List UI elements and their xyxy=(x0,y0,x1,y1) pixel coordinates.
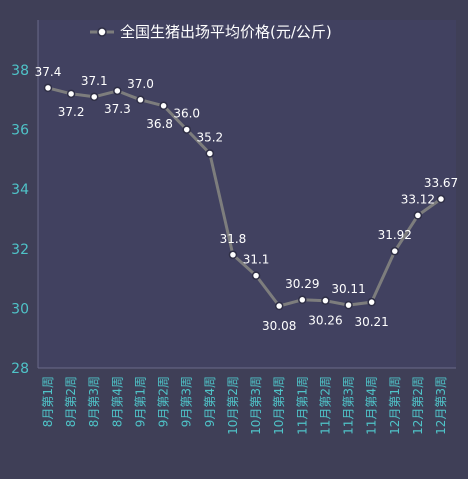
data-point xyxy=(182,125,191,134)
data-point xyxy=(228,250,238,260)
x-tick-group: 9月第4周 xyxy=(203,376,217,427)
data-point xyxy=(205,149,215,158)
y-tick-label: 38 xyxy=(11,63,29,79)
data-label: 36.0 xyxy=(173,107,200,121)
x-tick-group: 8月第2周 xyxy=(64,376,78,427)
x-tick-label: 8月第3周 xyxy=(87,376,101,427)
data-label: 33.67 xyxy=(424,176,458,190)
x-tick-group: 11月第4周 xyxy=(365,376,379,435)
data-label: 37.1 xyxy=(81,74,108,88)
x-tick-group: 10月第4周 xyxy=(272,376,286,435)
x-tick-group: 9月第1周 xyxy=(133,376,147,427)
series-group xyxy=(43,83,446,311)
data-point xyxy=(413,211,423,220)
data-label: 31.8 xyxy=(220,232,247,246)
data-point xyxy=(66,89,76,99)
x-tick-label: 12月第3周 xyxy=(434,376,448,435)
x-tick-group: 8月第1周 xyxy=(41,376,55,427)
data-label: 36.8 xyxy=(146,117,173,131)
x-tick-label: 12月第2周 xyxy=(411,376,425,435)
x-tick-label: 9月第4周 xyxy=(203,376,217,427)
data-label: 33.12 xyxy=(401,192,435,206)
data-point xyxy=(321,296,330,305)
x-tick-label: 10月第4周 xyxy=(272,376,286,435)
legend-label: 全国生猪出场平均价格(元/公斤) xyxy=(120,23,332,41)
data-point xyxy=(298,295,307,305)
x-tick-group: 12月第1周 xyxy=(388,376,402,435)
x-tick-label: 9月第1周 xyxy=(133,376,147,427)
data-label: 30.29 xyxy=(285,277,319,291)
data-label: 37.0 xyxy=(127,77,154,91)
x-tick-group: 11月第3周 xyxy=(342,376,356,435)
legend-marker xyxy=(97,27,107,37)
data-point xyxy=(43,83,53,93)
x-tick-label: 9月第3周 xyxy=(180,376,194,427)
x-tick-label: 12月第1周 xyxy=(388,376,402,435)
data-point xyxy=(113,86,122,96)
x-tick-group: 9月第2周 xyxy=(157,376,171,427)
data-label: 30.21 xyxy=(354,315,388,329)
data-point xyxy=(436,194,446,204)
data-point xyxy=(89,92,99,102)
x-tick-label: 11月第1周 xyxy=(295,376,309,435)
x-tick-label: 9月第2周 xyxy=(157,376,171,427)
plot-area xyxy=(38,20,456,368)
data-point xyxy=(390,246,400,256)
x-tick-group: 12月第3周 xyxy=(434,376,448,435)
data-label: 37.4 xyxy=(35,65,62,79)
x-tick-label: 11月第3周 xyxy=(342,376,356,435)
x-tick-group: 12月第2周 xyxy=(411,376,425,435)
data-label: 37.3 xyxy=(104,102,131,116)
x-tick-group: 8月第4周 xyxy=(110,376,124,427)
y-tick-label: 36 xyxy=(11,123,29,139)
x-tick-group: 8月第3周 xyxy=(87,376,101,427)
data-point xyxy=(344,300,353,310)
x-tick-label: 8月第4周 xyxy=(110,376,124,427)
x-tick-group: 10月第3周 xyxy=(249,376,263,435)
data-point xyxy=(136,95,145,105)
data-labels-group: 37.4 37.2 37.1 37.3 37.0 36.836.0 35.2 31.8 31.1… xyxy=(35,65,459,333)
legend: 全国生猪出场平均价格(元/公斤) xyxy=(90,23,332,41)
x-tick-group: 11月第1周 xyxy=(295,376,309,435)
x-axis: 8月第1周 8月第2周 8月第3周 8月第4周 9月第1周 9月第2周 9月第3周 9月第4周… xyxy=(38,367,456,435)
x-tick-label: 11月第4周 xyxy=(365,376,379,435)
data-label: 31.92 xyxy=(378,228,412,242)
data-label: 30.11 xyxy=(331,282,365,296)
x-tick-label: 10月第2周 xyxy=(226,376,240,435)
x-tick-group: 10月第2周 xyxy=(226,376,240,435)
y-axis: 28 30 32 34 36 38 xyxy=(11,20,39,377)
data-point xyxy=(251,271,261,280)
data-point xyxy=(159,101,168,111)
data-label: 31.1 xyxy=(243,253,270,267)
data-label: 30.26 xyxy=(308,314,342,328)
x-tick-group: 11月第2周 xyxy=(318,376,332,435)
y-tick-label: 34 xyxy=(11,182,29,198)
x-tick-label: 8月第2周 xyxy=(64,376,78,427)
data-point xyxy=(274,301,284,311)
x-tick-label: 8月第1周 xyxy=(41,376,55,427)
data-point xyxy=(367,297,376,307)
x-tick-label: 11月第2周 xyxy=(318,376,332,435)
y-tick-label: 32 xyxy=(11,242,29,258)
data-label: 37.2 xyxy=(58,105,85,119)
x-tick-group: 9月第3周 xyxy=(180,376,194,427)
data-label: 35.2 xyxy=(196,130,223,144)
y-tick-label: 28 xyxy=(11,361,29,377)
y-tick-label: 30 xyxy=(11,301,29,317)
data-label: 30.08 xyxy=(262,319,296,333)
x-tick-label: 10月第3周 xyxy=(249,376,263,435)
